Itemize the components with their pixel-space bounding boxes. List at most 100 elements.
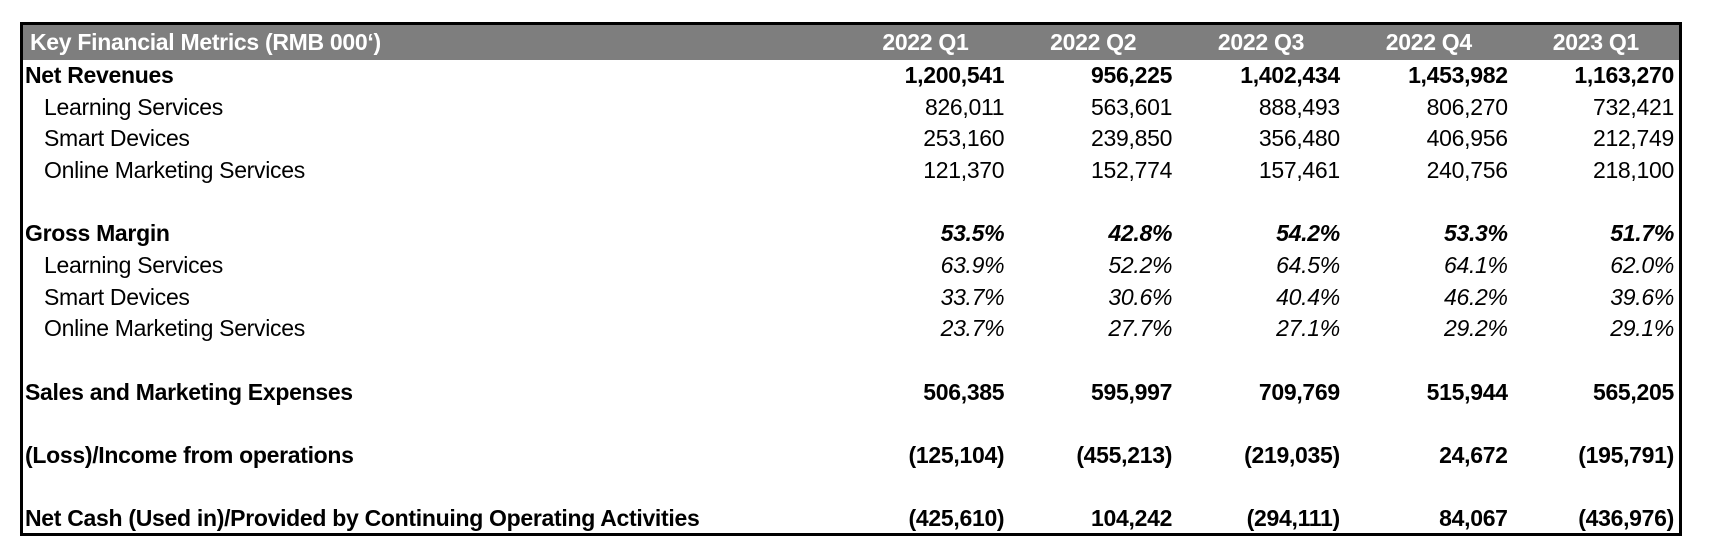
- value-cell: (425,610): [908, 504, 1005, 531]
- value-cell: 53.3%: [1443, 220, 1508, 247]
- value-cell: 104,242: [1091, 504, 1173, 531]
- value-cell: 39.6%: [1610, 283, 1674, 310]
- column-header-2022-q4: 2022 Q4: [1344, 23, 1513, 60]
- value-cell: 212,749: [1592, 125, 1674, 152]
- table-row: Online Marketing Services 121,370 152,774 1…: [22, 155, 1681, 187]
- value-cell: [842, 408, 1010, 440]
- value-cell: [1345, 345, 1513, 377]
- value-cell: 239,850: [1091, 125, 1173, 152]
- table-row: Net Revenues 1,200,541 956,225 1,402,434 1,4…: [22, 60, 1681, 92]
- value-cell: (219,035): [1244, 442, 1340, 469]
- value-cell: 62.0%: [1610, 251, 1674, 278]
- value-cell: 1,453,982: [1408, 61, 1508, 88]
- table-row: Net Cash (Used in)/Provided by Continuin…: [22, 503, 1681, 535]
- value-cell: 23.7%: [940, 315, 1005, 342]
- value-cell: 595,997: [1091, 378, 1173, 405]
- value-cell: (436,976): [1578, 504, 1674, 531]
- value-cell: 33.7%: [940, 283, 1005, 310]
- row-label-cell: Online Marketing Services: [44, 315, 305, 342]
- row-label-cell: [22, 345, 842, 377]
- row-label-cell: [22, 186, 842, 218]
- row-label-cell: Sales and Marketing Expenses: [25, 378, 353, 405]
- value-cell: (195,791): [1578, 442, 1674, 469]
- value-cell: 46.2%: [1443, 283, 1508, 310]
- value-cell: 42.8%: [1108, 220, 1173, 247]
- value-cell: [1177, 471, 1345, 503]
- row-label-cell: Net Cash (Used in)/Provided by Continuin…: [25, 504, 700, 531]
- value-cell: 29.1%: [1610, 315, 1674, 342]
- value-cell: 53.5%: [940, 220, 1005, 247]
- table-row: (Loss)/Income from operations (125,104) (4…: [22, 440, 1681, 472]
- value-cell: 356,480: [1258, 125, 1340, 152]
- value-cell: 63.9%: [940, 251, 1005, 278]
- value-cell: 709,769: [1258, 378, 1340, 405]
- value-cell: [1345, 186, 1513, 218]
- value-cell: [1345, 471, 1513, 503]
- table-row: Smart Devices 33.7% 30.6% 40.4% 46.2% 39.6%: [22, 281, 1681, 313]
- value-cell: 1,163,270: [1574, 61, 1674, 88]
- value-cell: 240,756: [1426, 156, 1508, 183]
- value-cell: 152,774: [1091, 156, 1173, 183]
- row-label-cell: Gross Margin: [25, 220, 170, 247]
- value-cell: (125,104): [908, 442, 1005, 469]
- value-cell: 157,461: [1258, 156, 1340, 183]
- value-cell: 956,225: [1091, 61, 1173, 88]
- value-cell: [1009, 471, 1177, 503]
- value-cell: [1345, 408, 1513, 440]
- table-row: Smart Devices 253,160 239,850 356,480 406,95…: [22, 123, 1681, 155]
- value-cell: 506,385: [923, 378, 1005, 405]
- value-cell: [1177, 345, 1345, 377]
- row-label-cell: [22, 471, 842, 503]
- row-label-cell: Smart Devices: [44, 283, 190, 310]
- value-cell: 64.1%: [1443, 251, 1508, 278]
- value-cell: 30.6%: [1108, 283, 1173, 310]
- value-cell: [1009, 345, 1177, 377]
- value-cell: [1177, 186, 1345, 218]
- value-cell: 732,421: [1592, 93, 1674, 120]
- table-row: Learning Services 63.9% 52.2% 64.5% 64.1% 62.…: [22, 250, 1681, 282]
- value-cell: 84,067: [1439, 504, 1508, 531]
- row-label-cell: Learning Services: [44, 251, 224, 278]
- row-label-cell: Smart Devices: [44, 125, 190, 152]
- key-financial-metrics-table: Key Financial Metrics (RMB 000‘) 2022 Q1…: [20, 22, 1682, 537]
- value-cell: 806,270: [1426, 93, 1508, 120]
- spacer-row: [22, 345, 1681, 377]
- value-cell: 563,601: [1091, 93, 1173, 120]
- value-cell: [1513, 345, 1681, 377]
- value-cell: (294,111): [1246, 504, 1341, 531]
- value-cell: 565,205: [1592, 378, 1674, 405]
- value-cell: [1513, 186, 1681, 218]
- value-cell: 24,672: [1439, 442, 1508, 469]
- value-cell: 826,011: [924, 93, 1005, 120]
- value-cell: 64.5%: [1276, 251, 1340, 278]
- value-cell: 253,160: [923, 125, 1005, 152]
- row-label-cell: [22, 408, 842, 440]
- column-header-2023-q1: 2023 Q1: [1512, 23, 1681, 60]
- table-row: Learning Services 826,011 563,601 888,493 80…: [22, 91, 1681, 123]
- row-label-cell: Net Revenues: [25, 61, 174, 88]
- value-cell: 51.7%: [1610, 220, 1674, 247]
- column-header-2022-q3: 2022 Q3: [1177, 23, 1345, 60]
- value-cell: (455,213): [1076, 442, 1173, 469]
- column-header-2022-q2: 2022 Q2: [1009, 23, 1178, 60]
- value-cell: [1009, 186, 1177, 218]
- value-cell: 54.2%: [1276, 220, 1340, 247]
- row-label-cell: Online Marketing Services: [44, 156, 305, 183]
- table-row: Gross Margin 53.5% 42.8% 54.2% 53.3% 51.7%: [22, 218, 1681, 250]
- value-cell: 888,493: [1258, 93, 1340, 120]
- row-label-cell: (Loss)/Income from operations: [25, 442, 354, 469]
- value-cell: [842, 471, 1010, 503]
- table-row: Online Marketing Services 23.7% 27.7% 27.1%…: [22, 313, 1681, 345]
- table-body: Net Revenues 1,200,541 956,225 1,402,434 1,4…: [22, 60, 1681, 535]
- value-cell: [842, 345, 1010, 377]
- value-cell: 40.4%: [1276, 283, 1340, 310]
- spacer-row: [22, 471, 1681, 503]
- value-cell: [1513, 408, 1681, 440]
- row-label-cell: Learning Services: [44, 93, 224, 120]
- column-header-2022-q1: 2022 Q1: [841, 23, 1010, 60]
- value-cell: 515,944: [1426, 378, 1508, 405]
- value-cell: [842, 186, 1010, 218]
- value-cell: 1,402,434: [1240, 61, 1340, 88]
- value-cell: [1513, 471, 1681, 503]
